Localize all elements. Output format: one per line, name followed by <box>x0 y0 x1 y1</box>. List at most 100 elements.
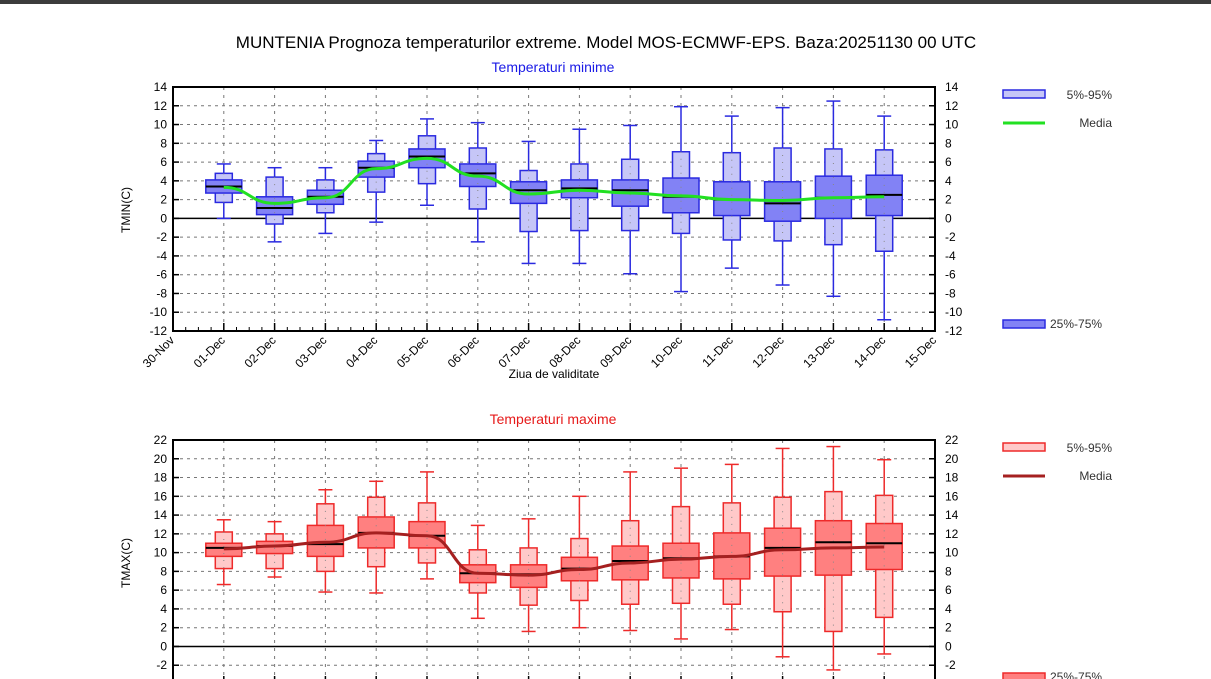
tmax-ytick-label: 4 <box>160 602 167 616</box>
tmin-box-14-Dec <box>865 115 903 321</box>
tmin-box-06-Dec <box>459 121 497 243</box>
tmax-legend: 5%-95% Media 25%-75% <box>1002 441 1113 679</box>
tmax-box-04-Dec <box>357 480 395 594</box>
tmin-box-11-Dec <box>713 115 751 269</box>
tmin-xtick-label: 05-Dec <box>394 333 431 370</box>
tmax-chart-title: Temperaturi maxime <box>490 411 617 427</box>
tmin-chart-title: Temperaturi minime <box>492 59 615 75</box>
tmax-ytick-label: 0 <box>160 639 167 653</box>
tmin-ytick-label-right: -12 <box>945 324 963 338</box>
tmax-legend-label-5-95: 5%-95% <box>1067 441 1113 455</box>
tmin-ytick-label-right: 12 <box>945 99 959 113</box>
tmin-ytick-label: -12 <box>150 324 168 338</box>
tmax-ytick-label: 8 <box>160 564 167 578</box>
tmin-chart: Temperaturi minime Ziua de validitate TM… <box>119 59 1112 381</box>
tmax-plot-frame <box>172 439 936 679</box>
tmin-ytick-label: 12 <box>154 99 168 113</box>
tmin-legend-swatch-25-75 <box>1002 319 1046 329</box>
tmax-ytick-label-right: 22 <box>945 433 959 447</box>
tmin-ytick-label-right: 4 <box>945 174 952 188</box>
tmin-x-axis-label: Ziua de validitate <box>509 367 600 381</box>
window-top-bar <box>0 0 1211 4</box>
tmin-xtick-label: 08-Dec <box>546 333 583 370</box>
tmin-ytick-label-right: 6 <box>945 155 952 169</box>
tmax-box-14-Dec <box>865 458 903 655</box>
tmax-box-09-Dec <box>611 471 649 632</box>
tmax-ytick-label: 22 <box>154 433 168 447</box>
tmax-ytick-label: 18 <box>154 471 168 485</box>
tmin-legend-label-mean: Media <box>1079 116 1112 130</box>
tmin-ytick-label-right: 10 <box>945 118 959 132</box>
tmin-box-03-Dec <box>306 166 345 235</box>
tmin-xtick-label: 01-Dec <box>191 333 228 370</box>
tmax-box-08-Dec <box>560 495 599 629</box>
tmin-ytick-label: 2 <box>160 193 167 207</box>
tmin-ytick-label-right: 2 <box>945 193 952 207</box>
tmax-box-11-Dec <box>713 463 751 631</box>
tmin-ytick-label: 8 <box>160 136 167 150</box>
tmin-ytick-label-right: 0 <box>945 211 952 225</box>
tmin-ytick-label: -6 <box>156 268 167 282</box>
figure-title: MUNTENIA Prognoza temperaturilor extreme… <box>236 33 976 52</box>
tmin-box-12-Dec <box>763 106 802 286</box>
tmax-ytick-label-right: 4 <box>945 602 952 616</box>
tmin-box-01-Dec <box>205 163 243 220</box>
tmin-xtick-label: 11-Dec <box>699 333 736 370</box>
tmax-ytick-label-right: 6 <box>945 583 952 597</box>
tmin-xtick-label: 12-Dec <box>749 333 786 370</box>
tmin-xtick-label: 09-Dec <box>597 333 634 370</box>
tmax-box-12-Dec <box>763 447 802 658</box>
tmax-box-10-Dec <box>662 467 700 640</box>
tmin-legend-swatch-5-95 <box>1002 89 1046 99</box>
tmin-ytick-label: 10 <box>154 118 168 132</box>
tmin-legend-label-5-95: 5%-95% <box>1067 88 1113 102</box>
tmax-ytick-label: 16 <box>154 489 168 503</box>
tmax-box-01-Dec <box>205 519 243 586</box>
tmax-mean-line <box>223 531 885 577</box>
tmax-ytick-label-right: 12 <box>945 527 959 541</box>
tmax-y-axis-label: TMAX(C) <box>119 538 133 588</box>
tmax-ytick-label-right: 14 <box>945 508 959 522</box>
tmin-y-axis-label: TMIN(C) <box>119 187 133 233</box>
tmin-mean-line <box>223 156 885 205</box>
tmin-legend: 5%-95% Media 25%-75% <box>1002 88 1113 331</box>
tmin-ytick-label-right: -8 <box>945 286 956 300</box>
tmin-ytick-label-right: -4 <box>945 249 956 263</box>
tmax-ytick-label-right: 10 <box>945 546 959 560</box>
tmin-ytick-label-right: -2 <box>945 230 956 244</box>
tmin-xtick-label: 04-Dec <box>343 333 380 370</box>
tmin-ytick-label: -8 <box>156 286 167 300</box>
tmin-ytick-label: -2 <box>156 230 167 244</box>
tmax-ytick-label: 10 <box>154 546 168 560</box>
tmin-ytick-label-right: 8 <box>945 136 952 150</box>
tmax-ytick-label: 12 <box>154 527 168 541</box>
tmin-xtick-label: 30-Nov <box>140 333 177 370</box>
tmax-ytick-label-right: 0 <box>945 639 952 653</box>
tmin-ytick-label-right: -6 <box>945 268 956 282</box>
tmax-ytick-label-right: -2 <box>945 658 956 672</box>
tmin-legend-label-25-75: 25%-75% <box>1050 317 1102 331</box>
tmin-ytick-label: 14 <box>154 80 168 94</box>
tmax-box-13-Dec <box>814 445 853 671</box>
tmin-box-09-Dec <box>611 124 649 275</box>
tmin-box-05-Dec <box>408 118 446 206</box>
tmin-ytick-label: 0 <box>160 211 167 225</box>
tmin-ytick-label: 6 <box>160 155 167 169</box>
tmin-box-10-Dec <box>662 105 700 293</box>
tmax-ytick-label-right: 20 <box>945 452 959 466</box>
tmax-ytick-label: 2 <box>160 621 167 635</box>
tmin-xtick-label: 03-Dec <box>292 333 329 370</box>
tmin-ytick-label-right: 14 <box>945 80 959 94</box>
tmin-xtick-label: 13-Dec <box>800 333 837 370</box>
tmin-box-02-Dec <box>255 166 294 243</box>
tmin-xtick-label: 15-Dec <box>902 333 939 370</box>
tmax-ytick-label-right: 2 <box>945 621 952 635</box>
tmax-box-05-Dec <box>408 471 446 580</box>
tmin-ytick-label: 4 <box>160 174 167 188</box>
tmax-legend-label-25-75: 25%-75% <box>1050 670 1102 679</box>
tmax-legend-swatch-25-75 <box>1002 672 1046 679</box>
tmax-ytick-label: 20 <box>154 452 168 466</box>
tmin-plot-frame <box>172 86 936 332</box>
tmin-ytick-label-right: -10 <box>945 305 963 319</box>
